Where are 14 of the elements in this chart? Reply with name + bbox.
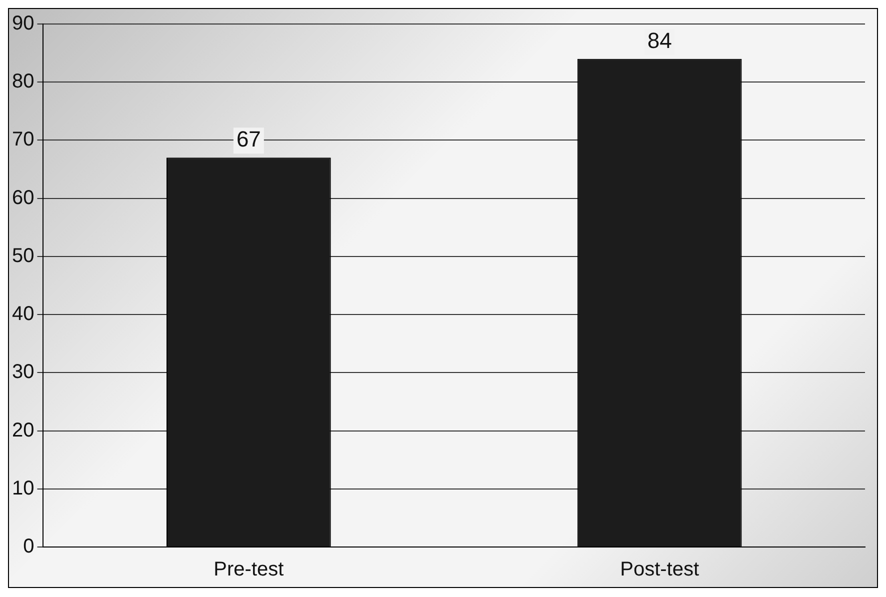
x-tick-label: Pre-test <box>214 558 284 581</box>
y-tick-label: 10 <box>12 477 34 500</box>
y-tick-label: 50 <box>12 244 34 267</box>
y-tick-label: 30 <box>12 361 34 384</box>
y-tick-label: 80 <box>12 70 34 93</box>
y-tick-label: 90 <box>12 12 34 35</box>
x-tick-label: Post-test <box>620 558 700 581</box>
y-tick-label: 70 <box>12 128 34 151</box>
y-tick-label: 20 <box>12 419 34 442</box>
data-label: 67 <box>236 126 261 152</box>
y-tick-label: 40 <box>12 303 34 326</box>
y-tick-label: 0 <box>23 536 34 558</box>
data-label: 84 <box>647 28 672 53</box>
y-tick-label: 60 <box>12 186 34 209</box>
